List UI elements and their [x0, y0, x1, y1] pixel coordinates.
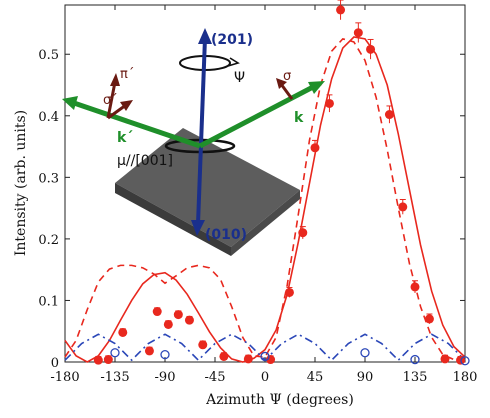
- x-tick-label: 90: [357, 370, 374, 385]
- data-point-filled: [384, 110, 394, 120]
- label-201: (201): [211, 32, 253, 48]
- data-point-filled: [152, 307, 162, 317]
- data-point-filled: [243, 354, 253, 364]
- data-point-filled: [219, 351, 229, 361]
- data-point-open: [260, 351, 270, 362]
- rotation-arrowhead: [227, 57, 240, 67]
- data-points: [93, 0, 470, 366]
- k-beam: [198, 84, 315, 149]
- sample-slab-front: [115, 183, 231, 256]
- data-point-filled: [440, 354, 450, 364]
- data-point-filled: [163, 319, 173, 329]
- pi-prime-arrow: [106, 81, 117, 119]
- data-point-filled: [398, 202, 408, 212]
- data-point-filled: [284, 287, 294, 297]
- y-tick-label: 0.4: [38, 110, 59, 125]
- data-point-filled: [310, 143, 320, 153]
- series-fit-dashdot: [64, 333, 466, 362]
- sigma-prime-arrowhead: [120, 100, 133, 111]
- pi-prime-arrowhead: [110, 73, 120, 86]
- data-point-filled: [336, 5, 346, 15]
- x-tick-label: 135: [403, 370, 428, 385]
- x-axis-label: Azimuth Ψ (degrees): [205, 392, 354, 408]
- data-point-filled: [324, 98, 334, 108]
- data-point-filled: [198, 340, 208, 350]
- x-tick-label: 45: [307, 370, 324, 385]
- data-point-open: [360, 348, 370, 358]
- y-axis-label: Intensity (arb. units): [13, 110, 29, 256]
- data-point-filled: [93, 355, 103, 365]
- label-k-prime: k´: [117, 130, 133, 146]
- y-tick-label: 0.2: [38, 233, 59, 248]
- x-tick-label: -45: [205, 370, 226, 385]
- data-point-filled: [366, 44, 376, 54]
- k-prime-beam: [73, 100, 201, 149]
- data-point-open: [160, 349, 170, 360]
- sigma-arrow: [279, 83, 294, 100]
- label-sigma: σ: [283, 69, 291, 84]
- sample-slab-top: [115, 128, 300, 247]
- label-mu: μ//[001]: [117, 153, 173, 169]
- data-point-filled: [353, 28, 363, 38]
- x-tick-label: -135: [100, 370, 129, 385]
- data-point-open: [110, 348, 120, 358]
- data-point-filled: [184, 315, 194, 325]
- axis-010-arrowhead: [191, 220, 205, 236]
- k-prime-arrowhead: [62, 96, 78, 110]
- y-tick-label: 0.3: [38, 171, 59, 186]
- x-ticks: -180 -135 -90 -45 0 45 90 135 180: [50, 5, 477, 385]
- x-tick-label: -180: [50, 370, 79, 385]
- label-k: k: [294, 110, 304, 126]
- data-point-open: [460, 356, 470, 366]
- sigma-prime-arrow: [107, 103, 127, 120]
- sigma-arrowhead: [276, 78, 287, 89]
- y-ticks: 0 0.1 0.2 0.3 0.4 0.5: [38, 48, 465, 371]
- axis-201-line: [196, 37, 207, 225]
- data-point-filled: [424, 314, 434, 324]
- x-tick-label: 180: [453, 370, 478, 385]
- y-tick-label: 0: [51, 356, 59, 371]
- data-point-open: [410, 354, 420, 365]
- y-tick-label: 0.5: [38, 48, 59, 63]
- x-tick-label: 0: [261, 370, 269, 385]
- axis-201-arrowhead: [198, 28, 212, 44]
- data-point-filled: [118, 327, 128, 337]
- label-010: (010): [205, 227, 247, 243]
- series-fit-solid: [64, 36, 466, 363]
- sample-slab-side: [231, 190, 300, 256]
- data-point-filled: [144, 346, 154, 356]
- data-point-filled: [173, 310, 183, 320]
- series-fit-dashed: [64, 37, 466, 363]
- label-sigma-prime: σ´: [103, 93, 118, 108]
- inset-schematic: (201) (010) Ψ σ k π´ σ´ k´ μ//[001]: [62, 28, 325, 256]
- data-point-filled: [410, 282, 420, 292]
- y-tick-label: 0.1: [38, 294, 59, 309]
- label-psi: Ψ: [234, 70, 245, 86]
- label-pi-prime: π´: [120, 67, 134, 82]
- data-point-filled: [103, 355, 113, 365]
- data-point-filled: [298, 228, 308, 238]
- x-tick-label: -90: [155, 370, 176, 385]
- k-beam-arrowhead: [308, 81, 325, 94]
